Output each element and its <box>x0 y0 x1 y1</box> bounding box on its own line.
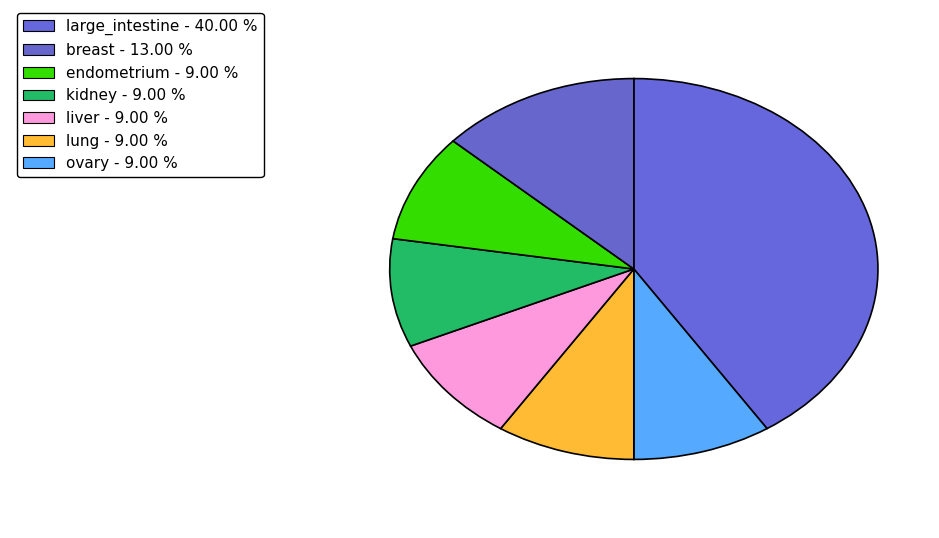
Wedge shape <box>454 79 634 269</box>
Wedge shape <box>500 269 634 459</box>
Wedge shape <box>634 79 878 429</box>
Legend: large_intestine - 40.00 %, breast - 13.00 %, endometrium - 9.00 %, kidney - 9.00: large_intestine - 40.00 %, breast - 13.0… <box>17 13 264 178</box>
Wedge shape <box>410 269 634 429</box>
Wedge shape <box>634 269 767 459</box>
Wedge shape <box>393 141 634 269</box>
Wedge shape <box>390 239 634 346</box>
